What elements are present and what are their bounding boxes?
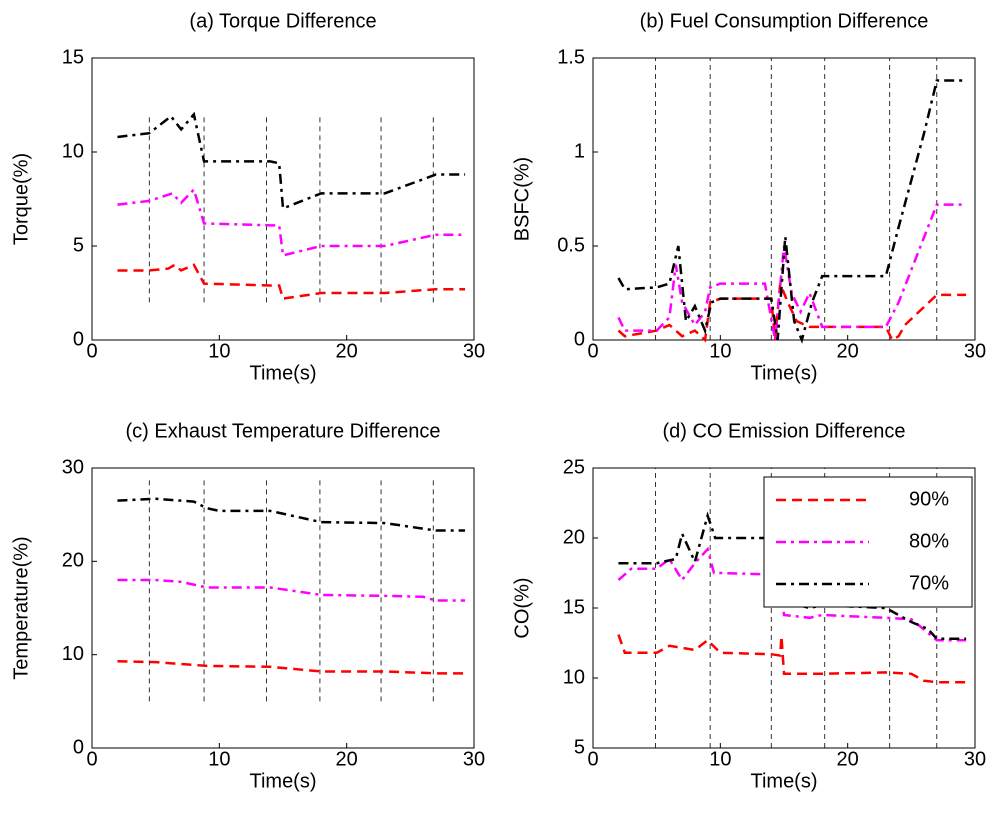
y-tick-label: 0.5 — [557, 234, 585, 256]
series-line — [117, 263, 466, 301]
x-tick-label: 0 — [86, 748, 97, 770]
series-line — [617, 79, 967, 344]
x-tick-label: 30 — [463, 340, 485, 362]
chart-title: (a) Torque Difference — [189, 10, 376, 32]
subplot: (c) Exhaust Temperature Difference Time(s… — [10, 420, 485, 792]
x-tick-label: 0 — [587, 748, 598, 770]
subplot: (b) Fuel Consumption Difference Time(s) BS… — [511, 10, 986, 384]
series-line — [117, 659, 466, 675]
chart-title: (d) CO Emission Difference — [662, 420, 905, 442]
x-axis-label: Time(s) — [249, 362, 316, 384]
x-axis-label: Time(s) — [750, 770, 817, 792]
chart-title: (b) Fuel Consumption Difference — [640, 10, 929, 32]
y-tick-label: 20 — [62, 550, 84, 572]
y-tick-label: 5 — [73, 234, 84, 256]
x-tick-label: 30 — [964, 748, 986, 770]
x-tick-label: 30 — [463, 748, 485, 770]
x-tick-label: 20 — [336, 748, 358, 770]
x-tick-label: 20 — [837, 748, 859, 770]
y-tick-label: 20 — [563, 526, 585, 548]
x-tick-label: 0 — [86, 340, 97, 362]
x-tick-label: 10 — [208, 340, 230, 362]
y-tick-label: 15 — [62, 46, 84, 68]
plot-area — [592, 57, 976, 341]
y-tick-label: 1.5 — [557, 46, 585, 68]
x-tick-label: 10 — [709, 748, 731, 770]
y-tick-label: 0 — [73, 328, 84, 350]
subplot: (a) Torque Difference Time(s) Torque(%) 0 10… — [10, 10, 485, 384]
subplot: (d) CO Emission Difference Time(s) CO(%) 0 1… — [511, 420, 986, 792]
y-axis-label: Torque(%) — [10, 153, 32, 245]
y-tick-label: 10 — [62, 643, 84, 665]
legend-label: 70% — [909, 572, 949, 594]
y-tick-label: 10 — [62, 140, 84, 162]
x-axis-label: Time(s) — [750, 362, 817, 384]
y-tick-label: 10 — [563, 666, 585, 688]
legend-label: 90% — [909, 488, 949, 510]
x-tick-label: 20 — [336, 340, 358, 362]
x-tick-label: 30 — [964, 340, 986, 362]
y-tick-label: 1 — [574, 140, 585, 162]
y-tick-label: 15 — [563, 596, 585, 618]
y-tick-label: 5 — [574, 736, 585, 758]
y-tick-label: 0 — [73, 736, 84, 758]
x-tick-label: 10 — [208, 748, 230, 770]
legend-label: 80% — [909, 530, 949, 552]
y-tick-label: 0 — [574, 328, 585, 350]
x-tick-label: 0 — [587, 340, 598, 362]
y-tick-label: 30 — [62, 456, 84, 478]
y-tick-label: 25 — [563, 456, 585, 478]
series-line — [617, 634, 967, 684]
x-axis-label: Time(s) — [249, 770, 316, 792]
chart-title: (c) Exhaust Temperature Difference — [126, 420, 441, 442]
series-line — [117, 111, 466, 211]
y-axis-label: Temperature(%) — [10, 536, 32, 679]
x-tick-label: 20 — [837, 340, 859, 362]
y-axis-label: BSFC(%) — [511, 157, 533, 241]
y-axis-label: CO(%) — [511, 577, 533, 638]
x-tick-label: 10 — [709, 340, 731, 362]
series-line — [617, 203, 967, 341]
series-line — [117, 187, 466, 257]
series-line — [117, 578, 466, 602]
